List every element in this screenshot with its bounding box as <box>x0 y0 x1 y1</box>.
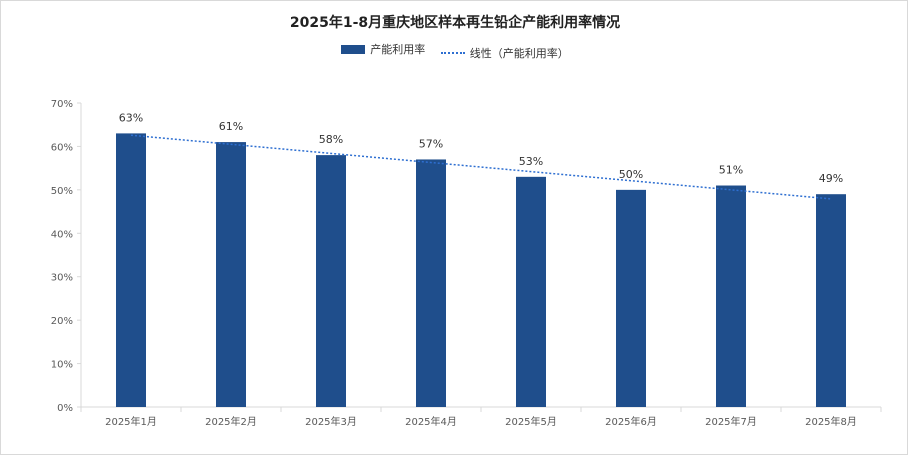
y-tick-label: 30% <box>51 273 73 284</box>
data-label: 53% <box>519 155 543 168</box>
y-tick-label: 10% <box>51 360 73 371</box>
x-tick-label: 2025年8月 <box>805 415 857 428</box>
legend-label-bars: 产能利用率 <box>370 43 426 56</box>
x-tick-label: 2025年6月 <box>605 415 657 428</box>
bar <box>616 189 646 407</box>
bar <box>216 142 246 408</box>
legend-label-trendline: 线性（产能利用率） <box>469 46 569 60</box>
y-tick-label: 70% <box>51 99 73 110</box>
x-tick-label: 2025年3月 <box>305 415 357 428</box>
x-tick-label: 2025年7月 <box>705 415 757 428</box>
y-tick-label: 0% <box>57 403 73 414</box>
x-tick-label: 2025年2月 <box>205 415 257 428</box>
data-label: 49% <box>819 172 843 185</box>
x-tick-label: 2025年1月 <box>105 415 157 428</box>
legend-swatch-bar <box>341 44 366 54</box>
bar <box>316 155 346 407</box>
bar <box>816 194 846 407</box>
data-label: 57% <box>419 137 443 150</box>
data-label: 58% <box>319 133 343 146</box>
bar <box>516 176 546 407</box>
y-tick-label: 50% <box>51 186 73 197</box>
bar <box>116 133 146 407</box>
y-tick-label: 20% <box>51 316 73 327</box>
chart-title: 2025年1-8月重庆地区样本再生铅企产能利用率情况 <box>289 15 621 31</box>
data-label: 63% <box>119 111 143 124</box>
legend: 产能利用率 线性（产能利用率） <box>1 41 908 61</box>
data-label: 61% <box>219 120 243 133</box>
y-tick-label: 40% <box>51 229 73 240</box>
bar <box>716 185 746 407</box>
x-tick-label: 2025年5月 <box>505 415 557 428</box>
data-label: 50% <box>619 168 643 181</box>
x-tick-label: 2025年4月 <box>405 415 457 428</box>
legend-swatch-trendline <box>440 51 465 54</box>
legend-item-trendline: 线性（产能利用率） <box>440 45 569 61</box>
trendline <box>130 134 832 200</box>
legend-item-bars: 产能利用率 <box>341 41 425 57</box>
y-tick-label: 60% <box>51 142 73 153</box>
data-label: 51% <box>719 164 743 177</box>
bar <box>416 159 446 407</box>
